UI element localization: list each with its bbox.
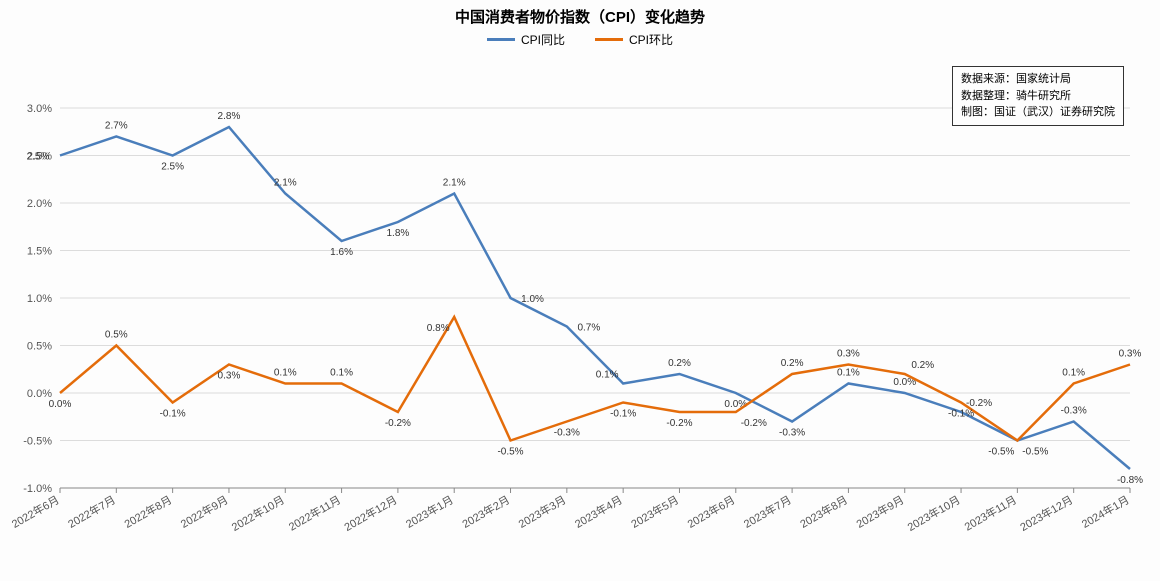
plot-area: -1.0% -0.5% 0.0% 0.5% 1.0% 1.5% 2.0% 2.5% 3.0% 20… xyxy=(0,48,1160,581)
svg-text:2.7%: 2.7% xyxy=(105,121,128,132)
svg-text:-0.8%: -0.8% xyxy=(1117,475,1143,486)
svg-text:2023年5月: 2023年5月 xyxy=(628,492,681,530)
svg-text:1.8%: 1.8% xyxy=(386,228,409,239)
svg-text:2023年2月: 2023年2月 xyxy=(459,492,512,530)
svg-text:0.3%: 0.3% xyxy=(1119,349,1142,360)
svg-text:0.1%: 0.1% xyxy=(837,368,860,379)
svg-text:3.0%: 3.0% xyxy=(27,103,52,115)
legend-swatch xyxy=(487,38,515,41)
svg-text:2024年1月: 2024年1月 xyxy=(1079,492,1132,530)
svg-text:-0.3%: -0.3% xyxy=(779,428,805,439)
svg-text:1.6%: 1.6% xyxy=(330,247,353,258)
cpi-line-chart: 中国消费者物价指数（CPI）变化趋势 CPI同比 CPI环比 -1.0% -0.5%… xyxy=(0,0,1160,533)
svg-text:2.1%: 2.1% xyxy=(443,178,466,189)
svg-text:-0.3%: -0.3% xyxy=(554,428,580,439)
svg-text:2.0%: 2.0% xyxy=(27,198,52,210)
source-line: 数据整理：骑牛研究所 xyxy=(961,88,1115,105)
svg-text:-0.1%: -0.1% xyxy=(160,409,186,420)
svg-text:-0.5%: -0.5% xyxy=(23,436,52,448)
svg-text:2023年11月: 2023年11月 xyxy=(962,492,1019,533)
svg-text:2023年3月: 2023年3月 xyxy=(516,492,569,530)
legend-item: CPI环比 xyxy=(595,31,673,48)
svg-text:-0.1%: -0.1% xyxy=(610,409,636,420)
legend-swatch xyxy=(595,38,623,41)
svg-text:2022年6月: 2022年6月 xyxy=(9,492,62,530)
svg-text:2022年12月: 2022年12月 xyxy=(342,492,400,533)
svg-text:1.5%: 1.5% xyxy=(27,246,52,258)
svg-text:1.0%: 1.0% xyxy=(521,294,544,305)
svg-text:0.1%: 0.1% xyxy=(274,368,297,379)
source-line: 数据来源：国家统计局 xyxy=(961,71,1115,88)
svg-text:0.5%: 0.5% xyxy=(105,330,128,341)
svg-text:2023年10月: 2023年10月 xyxy=(905,492,963,533)
svg-text:0.2%: 0.2% xyxy=(668,358,691,369)
svg-text:-0.1%: -0.1% xyxy=(948,409,974,420)
svg-text:0.1%: 0.1% xyxy=(1062,368,1085,379)
svg-text:0.1%: 0.1% xyxy=(596,370,619,381)
svg-text:2022年10月: 2022年10月 xyxy=(229,492,287,533)
legend-item: CPI同比 xyxy=(487,31,565,48)
svg-text:2023年7月: 2023年7月 xyxy=(741,492,794,530)
svg-text:2.1%: 2.1% xyxy=(274,178,297,189)
svg-text:2023年4月: 2023年4月 xyxy=(572,492,625,530)
svg-text:0.1%: 0.1% xyxy=(330,368,353,379)
svg-text:-0.5%: -0.5% xyxy=(1022,447,1048,458)
svg-text:2.5%: 2.5% xyxy=(161,162,184,173)
source-attribution-box: 数据来源：国家统计局数据整理：骑牛研究所制图：国证（武汉）证券研究院 xyxy=(952,66,1124,126)
svg-text:2022年8月: 2022年8月 xyxy=(122,492,175,530)
svg-text:2.5%: 2.5% xyxy=(27,152,50,163)
svg-text:-0.5%: -0.5% xyxy=(988,447,1014,458)
svg-text:0.2%: 0.2% xyxy=(911,360,934,371)
svg-text:0.3%: 0.3% xyxy=(218,371,241,382)
svg-text:2022年7月: 2022年7月 xyxy=(65,492,118,530)
svg-text:2.8%: 2.8% xyxy=(218,111,241,122)
svg-text:2022年9月: 2022年9月 xyxy=(178,492,231,530)
svg-text:0.2%: 0.2% xyxy=(781,358,804,369)
svg-text:1.0%: 1.0% xyxy=(27,293,52,305)
svg-text:0.7%: 0.7% xyxy=(577,323,600,334)
legend: CPI同比 CPI环比 xyxy=(0,31,1160,48)
svg-text:2023年12月: 2023年12月 xyxy=(1017,492,1075,533)
svg-text:0.5%: 0.5% xyxy=(27,341,52,353)
svg-text:0.0%: 0.0% xyxy=(724,399,747,410)
svg-text:2022年11月: 2022年11月 xyxy=(286,492,343,533)
svg-text:-1.0%: -1.0% xyxy=(23,483,52,495)
legend-label: CPI环比 xyxy=(629,31,673,48)
svg-text:2023年6月: 2023年6月 xyxy=(685,492,738,530)
svg-text:0.3%: 0.3% xyxy=(837,349,860,360)
svg-text:-0.2%: -0.2% xyxy=(666,418,692,429)
svg-text:-0.5%: -0.5% xyxy=(497,447,523,458)
svg-text:-0.2%: -0.2% xyxy=(385,418,411,429)
svg-text:0.8%: 0.8% xyxy=(427,323,450,334)
svg-text:-0.3%: -0.3% xyxy=(1061,406,1087,417)
chart-title: 中国消费者物价指数（CPI）变化趋势 xyxy=(0,0,1160,27)
svg-text:2023年8月: 2023年8月 xyxy=(797,492,850,530)
svg-text:0.0%: 0.0% xyxy=(49,399,72,410)
svg-text:2023年1月: 2023年1月 xyxy=(403,492,456,530)
svg-text:-0.2%: -0.2% xyxy=(741,418,767,429)
source-line: 制图：国证（武汉）证券研究院 xyxy=(961,104,1115,121)
svg-text:2023年9月: 2023年9月 xyxy=(854,492,907,530)
legend-label: CPI同比 xyxy=(521,31,565,48)
